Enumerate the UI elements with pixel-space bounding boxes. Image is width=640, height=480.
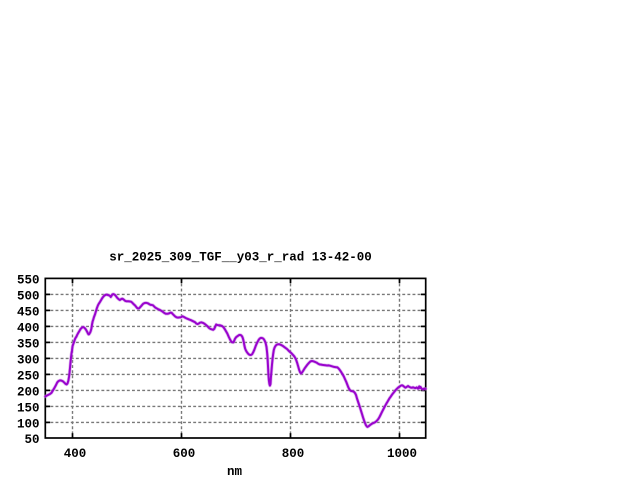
svg-text:1000: 1000 <box>387 447 417 461</box>
svg-text:300: 300 <box>17 353 40 367</box>
svg-text:150: 150 <box>17 401 40 415</box>
svg-text:350: 350 <box>17 337 40 351</box>
svg-text:600: 600 <box>173 447 196 461</box>
svg-text:550: 550 <box>17 273 40 287</box>
svg-text:sr_2025_309_TGF__y03_r_rad 13-: sr_2025_309_TGF__y03_r_rad 13-42-00 <box>109 251 372 265</box>
svg-text:450: 450 <box>17 305 40 319</box>
svg-text:500: 500 <box>17 289 40 303</box>
svg-text:400: 400 <box>17 321 40 335</box>
svg-text:800: 800 <box>282 447 305 461</box>
svg-text:50: 50 <box>24 433 39 447</box>
svg-text:100: 100 <box>17 417 40 431</box>
svg-text:200: 200 <box>17 385 40 399</box>
svg-text:nm: nm <box>227 465 243 479</box>
svg-text:250: 250 <box>17 369 40 383</box>
svg-text:400: 400 <box>64 447 87 461</box>
